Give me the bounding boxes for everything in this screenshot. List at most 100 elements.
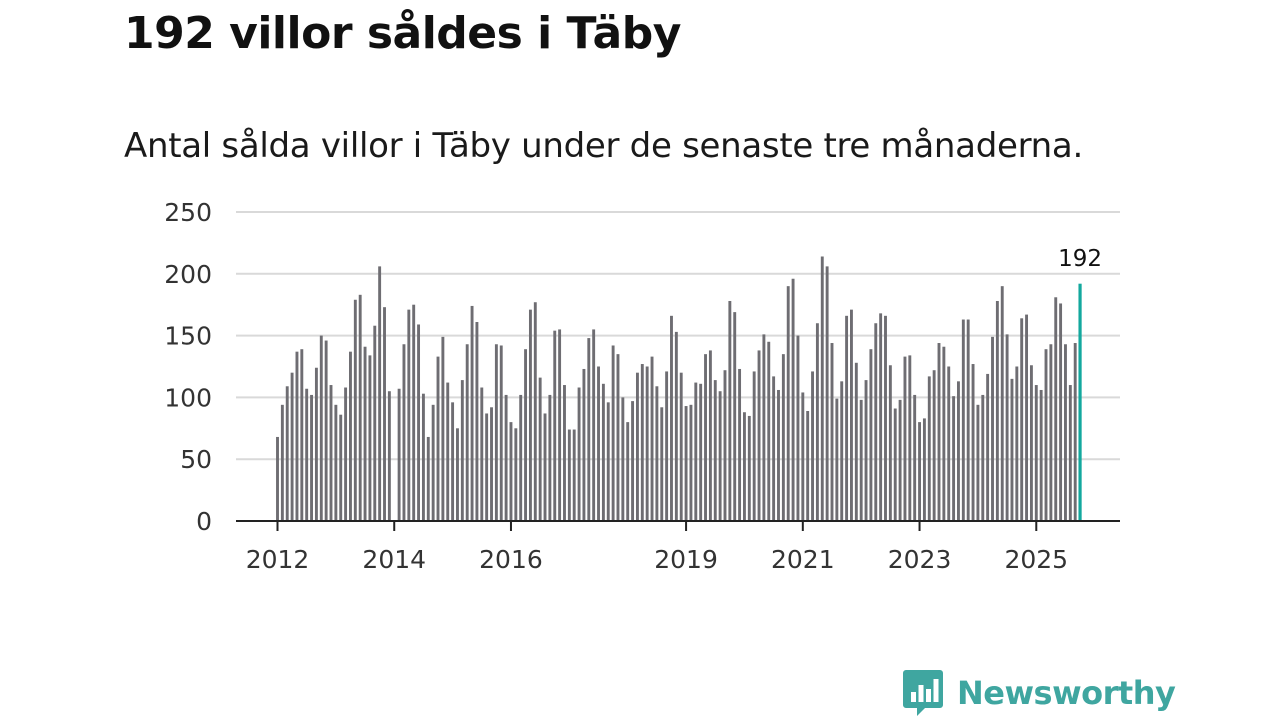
bar [563,385,566,521]
newsworthy-logo: Newsworthy [903,670,1176,716]
bar [490,407,493,521]
bar [747,415,751,521]
bar [558,329,562,521]
bar [845,315,849,521]
bar [738,368,742,521]
bar [640,364,644,521]
bar [494,344,498,521]
bar [694,382,698,521]
bar [713,380,717,521]
bar [431,404,435,521]
bar [587,338,591,521]
bar [626,422,630,521]
bar [840,381,844,521]
bar [407,309,411,521]
bar [451,402,455,521]
bar [869,349,873,521]
bar-chart-speech-bubble-icon [903,670,943,716]
bar [976,404,980,521]
bar [1068,385,1072,521]
bar [884,315,887,521]
bar [913,394,917,521]
bar [417,324,421,521]
bar [1049,344,1053,521]
bar [621,397,625,521]
bar [762,334,766,521]
bar [893,408,897,521]
bar [777,389,780,521]
bar [276,436,279,521]
bar [1059,303,1063,521]
bar [611,345,615,521]
y-tick-label: 200 [164,260,212,289]
bar [319,335,323,521]
bar [426,436,430,521]
bar [1015,366,1019,521]
bar [329,385,333,521]
bar [786,286,790,521]
bar [674,331,678,521]
bar [966,319,970,521]
chart-title: 192 villor såldes i Täby [124,8,681,59]
bar [280,404,284,521]
bar [606,402,610,521]
bar [665,371,669,521]
bar [796,335,800,521]
bar [548,394,552,521]
bar [791,278,795,521]
bar [582,368,586,521]
bar [927,376,931,521]
bar [733,312,737,521]
bar [757,350,761,521]
bar [314,367,318,521]
chart-subtitle: Antal sålda villor i Täby under de senas… [124,126,1083,166]
bars [276,256,1082,521]
axes: 0 50 100 150 200 250 2012 2014 2016 2019 2021 2023 2… [164,198,1120,574]
bar [1010,378,1014,521]
y-tick-label: 100 [164,383,212,412]
bar [704,354,707,521]
bar [290,372,294,521]
bar [801,392,805,521]
bar [538,377,542,521]
bar [524,349,528,521]
bar [480,387,484,521]
bar [519,394,523,521]
bar [601,383,605,521]
bar [402,344,406,521]
bar [470,305,474,521]
bar [310,394,313,521]
bar [577,387,581,521]
bar [295,351,299,521]
bar [918,422,921,521]
bar [378,266,382,521]
bar [412,304,416,521]
bar [903,356,907,521]
bar [616,354,620,521]
bar [344,387,348,521]
bar [1005,334,1009,521]
bar [285,386,289,521]
bar [781,354,785,521]
bar [908,355,912,521]
bar [387,391,391,521]
brand-name: Newsworthy [957,674,1176,712]
bar [699,383,703,521]
bar [874,323,878,521]
bar [543,413,547,521]
bar [859,399,863,521]
x-tick-label: 2014 [362,545,426,574]
bar [718,391,722,521]
bar [635,372,639,521]
bar-latest [1078,283,1082,521]
bar [436,356,440,521]
y-tick-label: 0 [196,507,212,536]
bar [937,343,941,521]
y-tick-label: 50 [180,445,212,474]
bar [850,309,853,521]
bar [353,299,357,521]
bar [660,407,664,521]
bar [708,350,712,521]
bar [1000,286,1004,521]
bar [806,411,810,521]
